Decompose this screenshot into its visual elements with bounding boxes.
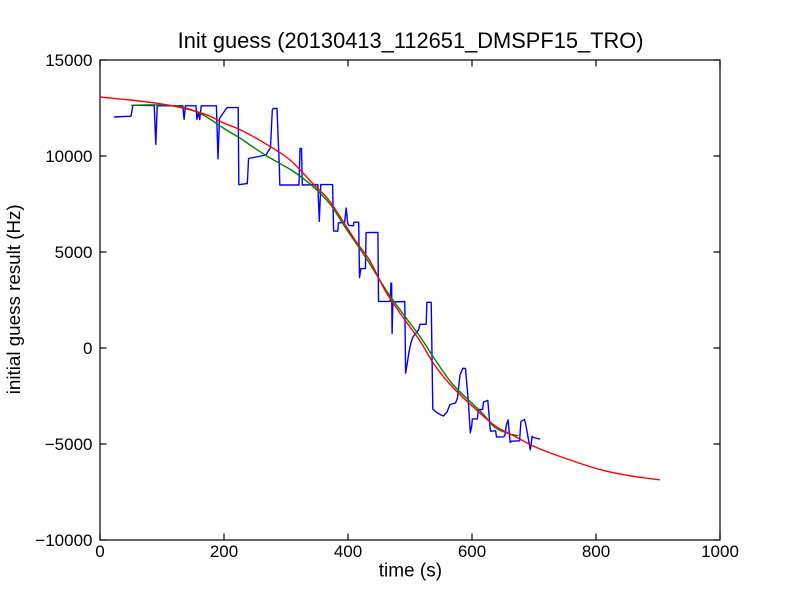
svg-text:15000: 15000 — [45, 51, 92, 70]
svg-text:0: 0 — [83, 339, 92, 358]
svg-text:600: 600 — [458, 542, 486, 561]
svg-text:time (s): time (s) — [379, 561, 442, 582]
svg-text:400: 400 — [334, 542, 362, 561]
svg-text:initial guess result (Hz): initial guess result (Hz) — [3, 204, 24, 394]
svg-text:−5000: −5000 — [45, 435, 93, 454]
svg-text:800: 800 — [582, 542, 610, 561]
svg-text:200: 200 — [210, 542, 238, 561]
svg-text:10000: 10000 — [45, 147, 92, 166]
svg-text:−10000: −10000 — [35, 531, 92, 550]
svg-text:Init guess (20130413_112651_DM: Init guess (20130413_112651_DMSPF15_TRO) — [178, 28, 644, 53]
svg-text:5000: 5000 — [55, 243, 93, 262]
svg-text:1000: 1000 — [701, 542, 739, 561]
svg-text:0: 0 — [95, 542, 104, 561]
